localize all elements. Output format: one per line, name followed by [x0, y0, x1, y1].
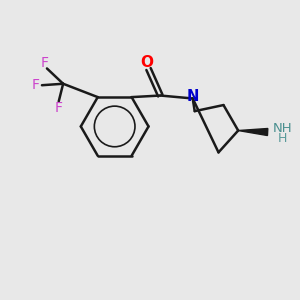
Text: NH: NH — [273, 122, 292, 135]
Text: N: N — [187, 89, 199, 104]
Text: F: F — [55, 101, 63, 115]
Text: H: H — [278, 132, 287, 145]
Polygon shape — [238, 128, 268, 136]
Text: O: O — [141, 55, 154, 70]
Text: F: F — [40, 56, 49, 70]
Text: F: F — [32, 78, 40, 92]
